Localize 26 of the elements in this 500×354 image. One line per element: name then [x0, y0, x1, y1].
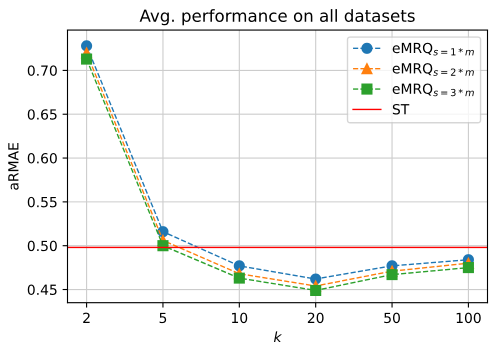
point — [157, 240, 169, 252]
x-tick-label: 100 — [456, 312, 481, 324]
legend-label: ST — [392, 104, 410, 114]
point — [234, 260, 245, 272]
y-tick-label: 0.50 — [28, 240, 57, 252]
x-tick-label: 10 — [232, 312, 248, 324]
x-tick-label: 2 — [83, 312, 90, 323]
x-tick-label: 5 — [160, 312, 166, 324]
x-axis-title: k — [274, 331, 282, 342]
point — [310, 284, 322, 296]
y-axis-title: aRMAE — [8, 143, 19, 190]
legend-label: eMRQ$_{s=2*m}$ — [392, 63, 474, 76]
point — [234, 272, 245, 284]
chart-title: Avg. performance on all datasets — [140, 9, 415, 26]
point — [81, 53, 92, 65]
point — [386, 269, 398, 280]
y-tick-label: 0.70 — [28, 65, 57, 76]
legend-label: eMRQ$_{s=3*m}$ — [392, 84, 474, 96]
x-tick-label: 20 — [308, 312, 324, 324]
y-tick-label: 0.60 — [28, 153, 57, 164]
y-tick-label: 0.55 — [28, 196, 57, 208]
point — [462, 262, 474, 274]
legend-label: eMRQ$_{s=1*m}$ — [392, 42, 474, 56]
y-tick-label: 0.45 — [28, 284, 57, 295]
y-tick-label: 0.65 — [28, 109, 57, 120]
x-tick-label: 50 — [384, 312, 400, 324]
